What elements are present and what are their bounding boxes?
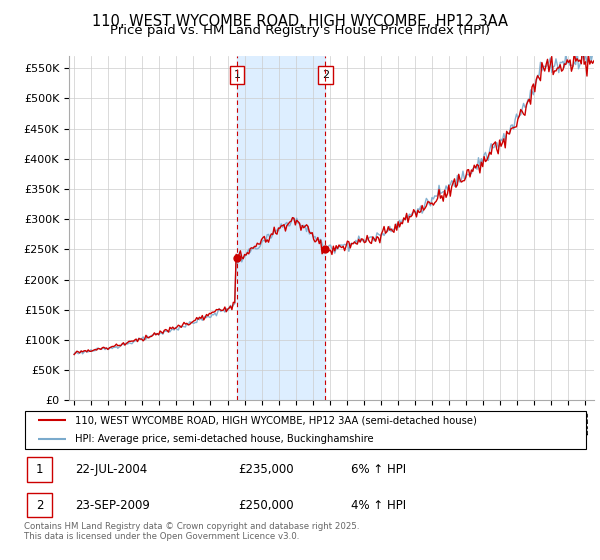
FancyBboxPatch shape bbox=[27, 493, 52, 517]
Text: 110, WEST WYCOMBE ROAD, HIGH WYCOMBE, HP12 3AA (semi-detached house): 110, WEST WYCOMBE ROAD, HIGH WYCOMBE, HP… bbox=[75, 415, 476, 425]
Text: 23-SEP-2009: 23-SEP-2009 bbox=[75, 498, 149, 512]
Text: 110, WEST WYCOMBE ROAD, HIGH WYCOMBE, HP12 3AA: 110, WEST WYCOMBE ROAD, HIGH WYCOMBE, HP… bbox=[92, 14, 508, 29]
Text: 6% ↑ HPI: 6% ↑ HPI bbox=[351, 463, 406, 476]
Bar bbox=[237, 56, 325, 400]
Text: Contains HM Land Registry data © Crown copyright and database right 2025.
This d: Contains HM Land Registry data © Crown c… bbox=[24, 522, 359, 542]
Text: 2: 2 bbox=[36, 498, 43, 512]
Text: HPI: Average price, semi-detached house, Buckinghamshire: HPI: Average price, semi-detached house,… bbox=[75, 435, 373, 445]
Text: £250,000: £250,000 bbox=[238, 498, 294, 512]
Text: 1: 1 bbox=[36, 463, 43, 476]
Text: 2: 2 bbox=[322, 71, 329, 80]
Text: 1: 1 bbox=[233, 71, 241, 80]
FancyBboxPatch shape bbox=[25, 411, 586, 449]
Text: 4% ↑ HPI: 4% ↑ HPI bbox=[351, 498, 406, 512]
FancyBboxPatch shape bbox=[27, 458, 52, 482]
Text: Price paid vs. HM Land Registry's House Price Index (HPI): Price paid vs. HM Land Registry's House … bbox=[110, 24, 490, 37]
Text: £235,000: £235,000 bbox=[238, 463, 294, 476]
Text: 22-JUL-2004: 22-JUL-2004 bbox=[75, 463, 147, 476]
